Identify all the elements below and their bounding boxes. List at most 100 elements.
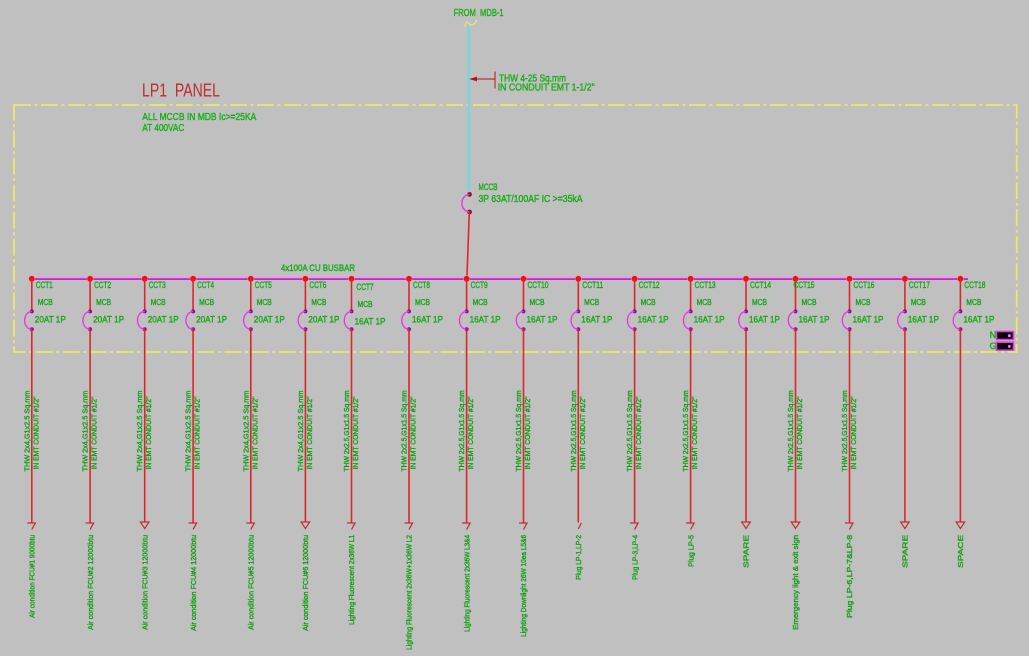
svg-text:16AT 1P: 16AT 1P bbox=[527, 315, 558, 325]
svg-text:THW 2x2.5,G1x1.5 Sq.mm: THW 2x2.5,G1x1.5 Sq.mm bbox=[342, 391, 351, 472]
svg-text:Lighting Fluorescent 2x36W L1: Lighting Fluorescent 2x36W L1 bbox=[347, 535, 356, 625]
svg-text:THW 2x4,G1x2.5 Sq.mm: THW 2x4,G1x2.5 Sq.mm bbox=[135, 391, 144, 472]
svg-text:LP1 PANEL: LP1 PANEL bbox=[142, 80, 220, 101]
svg-text:Plug LP-5: Plug LP-5 bbox=[686, 535, 695, 567]
svg-text:CCT18: CCT18 bbox=[964, 280, 985, 290]
svg-text:THW 2x2.5,G1x1.5 Sq.mm: THW 2x2.5,G1x1.5 Sq.mm bbox=[786, 391, 795, 472]
svg-text:CCT5: CCT5 bbox=[255, 280, 272, 290]
svg-text:SPARE: SPARE bbox=[742, 535, 751, 568]
svg-text:THW 2x2.5,G1x1.5 Sq.mm: THW 2x2.5,G1x1.5 Sq.mm bbox=[457, 391, 466, 472]
svg-text:IN EMT CONDUIT #1/2": IN EMT CONDUIT #1/2" bbox=[409, 396, 418, 469]
svg-text:MCB: MCB bbox=[96, 298, 111, 307]
svg-text:MCB: MCB bbox=[966, 298, 981, 307]
svg-text:CCT8: CCT8 bbox=[413, 280, 430, 290]
svg-text:IN EMT CONDUIT #1/2": IN EMT CONDUIT #1/2" bbox=[578, 396, 587, 469]
svg-text:3P 63AT/100AF IC >=35kA: 3P 63AT/100AF IC >=35kA bbox=[479, 194, 583, 205]
svg-text:IN EMT CONDUIT #1/2": IN EMT CONDUIT #1/2" bbox=[466, 396, 475, 469]
svg-text:16AT 1P: 16AT 1P bbox=[908, 315, 939, 325]
svg-text:IN EMT CONDUIT #1/2": IN EMT CONDUIT #1/2" bbox=[690, 396, 699, 469]
svg-text:16AT 1P: 16AT 1P bbox=[694, 315, 725, 325]
svg-text:20AT 1P: 20AT 1P bbox=[196, 315, 227, 325]
svg-text:N: N bbox=[990, 330, 997, 341]
svg-text:IN EMT CONDUIT #1/2": IN EMT CONDUIT #1/2" bbox=[90, 396, 99, 469]
svg-text:CCT6: CCT6 bbox=[309, 280, 326, 290]
svg-text:16AT 1P: 16AT 1P bbox=[853, 315, 884, 325]
svg-text:Plug LP-3,LP-4: Plug LP-3,LP-4 bbox=[630, 535, 639, 580]
svg-text:CCT14: CCT14 bbox=[750, 280, 771, 290]
svg-text:CCT12: CCT12 bbox=[639, 280, 660, 290]
svg-text:THW 2x4,G1x2.5 Sq.mm: THW 2x4,G1x2.5 Sq.mm bbox=[184, 391, 193, 472]
svg-text:MCB: MCB bbox=[473, 298, 488, 307]
svg-text:CCT1: CCT1 bbox=[36, 280, 53, 290]
svg-text:CCT9: CCT9 bbox=[471, 280, 488, 290]
svg-text:CCT7: CCT7 bbox=[357, 282, 374, 292]
svg-text:IN EMT CONDUIT #1/2": IN EMT CONDUIT #1/2" bbox=[795, 396, 804, 469]
svg-text:Plug LP-6,LP-7&LP-8: Plug LP-6,LP-7&LP-8 bbox=[845, 535, 854, 618]
svg-text:Lighting Downlight 26W 10ea L5: Lighting Downlight 26W 10ea L5&6 bbox=[519, 535, 528, 637]
svg-text:CCT10: CCT10 bbox=[528, 280, 549, 290]
svg-text:16AT 1P: 16AT 1P bbox=[581, 315, 612, 325]
svg-text:16AT 1P: 16AT 1P bbox=[638, 315, 669, 325]
svg-text:CCT2: CCT2 bbox=[94, 280, 111, 290]
svg-text:CCT15: CCT15 bbox=[794, 280, 815, 290]
svg-text:IN EMT CONDUIT #1/2": IN EMT CONDUIT #1/2" bbox=[634, 396, 643, 469]
svg-text:CCT17: CCT17 bbox=[909, 280, 930, 290]
svg-text:THW 2x2.5,G1x1.5 Sq.mm: THW 2x2.5,G1x1.5 Sq.mm bbox=[681, 391, 690, 472]
svg-text:IN EMT CONDUIT #1/2": IN EMT CONDUIT #1/2" bbox=[849, 396, 858, 469]
svg-text:MCB: MCB bbox=[802, 298, 817, 307]
svg-text:MCB: MCB bbox=[257, 298, 272, 307]
svg-text:FROM MDB-1: FROM MDB-1 bbox=[454, 7, 504, 19]
svg-text:MCB: MCB bbox=[311, 298, 326, 307]
svg-text:16AT 1P: 16AT 1P bbox=[412, 315, 443, 325]
svg-text:CCT16: CCT16 bbox=[854, 280, 875, 290]
svg-text:16AT 1P: 16AT 1P bbox=[749, 315, 780, 325]
svg-text:CCT11: CCT11 bbox=[582, 280, 603, 290]
svg-text:MCCB: MCCB bbox=[479, 182, 498, 193]
svg-text:THW 2x4,G1x2.5 Sq.mm: THW 2x4,G1x2.5 Sq.mm bbox=[81, 391, 90, 472]
svg-text:16AT 1P: 16AT 1P bbox=[799, 315, 830, 325]
svg-text:MCB: MCB bbox=[358, 300, 373, 309]
svg-text:20AT 1P: 20AT 1P bbox=[308, 315, 339, 325]
svg-text:Air condition FCU#2 12000btu: Air condition FCU#2 12000btu bbox=[86, 535, 95, 630]
svg-text:CCT4: CCT4 bbox=[197, 280, 214, 290]
svg-text:THW 2x2.5,G1x1.5 Sq.mm: THW 2x2.5,G1x1.5 Sq.mm bbox=[840, 391, 849, 472]
svg-text:Air condition FCU#3 12000btu: Air condition FCU#3 12000btu bbox=[140, 535, 149, 630]
svg-text:IN EMT CONDUIT #1/2": IN EMT CONDUIT #1/2" bbox=[305, 396, 314, 469]
svg-text:THW 2x4,G1x2.5 Sq.mm: THW 2x4,G1x2.5 Sq.mm bbox=[296, 391, 305, 472]
svg-text:MCB: MCB bbox=[584, 298, 599, 307]
svg-text:THW 2x4,G1x2.5 Sq.mm: THW 2x4,G1x2.5 Sq.mm bbox=[22, 391, 31, 472]
svg-text:Air condition FCU#6 12000btu: Air condition FCU#6 12000btu bbox=[301, 535, 310, 631]
svg-text:ALL MCCB IN MDB Ic>=25KA: ALL MCCB IN MDB Ic>=25KA bbox=[142, 111, 256, 123]
svg-text:THW 2x2.5,G1x1.5 Sq.mm: THW 2x2.5,G1x1.5 Sq.mm bbox=[400, 391, 409, 472]
svg-text:IN EMT CONDUIT #1/2": IN EMT CONDUIT #1/2" bbox=[250, 396, 259, 469]
svg-text:SPARE: SPARE bbox=[901, 535, 910, 568]
svg-text:Air condition FCU#4 12000btu: Air condition FCU#4 12000btu bbox=[189, 535, 198, 631]
svg-text:IN EMT CONDUIT #1/2": IN EMT CONDUIT #1/2" bbox=[31, 396, 40, 469]
svg-text:THW 4-25 Sq.mm: THW 4-25 Sq.mm bbox=[499, 74, 566, 85]
svg-text:MCB: MCB bbox=[911, 298, 926, 307]
svg-text:MCB: MCB bbox=[199, 298, 214, 307]
svg-text:MCB: MCB bbox=[415, 298, 430, 307]
svg-text:16AT 1P: 16AT 1P bbox=[963, 315, 994, 325]
svg-text:Lighting Fluorescent 2x36W L3&: Lighting Fluorescent 2x36W L3&4 bbox=[462, 535, 471, 632]
svg-text:MCB: MCB bbox=[38, 298, 53, 307]
svg-text:4x100A CU BUSBAR: 4x100A CU BUSBAR bbox=[281, 263, 355, 273]
svg-text:MCB: MCB bbox=[856, 298, 871, 307]
svg-text:THW 2x2.5,G1x1.5 Sq.mm: THW 2x2.5,G1x1.5 Sq.mm bbox=[625, 391, 634, 472]
svg-text:MCB: MCB bbox=[752, 298, 767, 307]
svg-text:MCB: MCB bbox=[641, 298, 656, 307]
svg-text:IN EMT CONDUIT #1/2": IN EMT CONDUIT #1/2" bbox=[351, 396, 360, 469]
svg-text:SPACE: SPACE bbox=[956, 535, 965, 568]
svg-text:CCT3: CCT3 bbox=[149, 280, 166, 290]
svg-text:16AT 1P: 16AT 1P bbox=[470, 315, 501, 325]
svg-text:20AT 1P: 20AT 1P bbox=[148, 315, 179, 325]
svg-text:THW 2x4,G1x2.5 Sq.mm: THW 2x4,G1x2.5 Sq.mm bbox=[241, 391, 250, 472]
svg-text:Plug LP-1,LP-2: Plug LP-1,LP-2 bbox=[574, 535, 583, 580]
svg-text:20AT 1P: 20AT 1P bbox=[93, 315, 124, 325]
svg-text:THW 2x2.5,G1x1.5 Sq.mm: THW 2x2.5,G1x1.5 Sq.mm bbox=[569, 391, 578, 472]
svg-text:MCB: MCB bbox=[697, 298, 712, 307]
svg-text:IN CONDUIT EMT 1-1/2": IN CONDUIT EMT 1-1/2" bbox=[498, 83, 595, 94]
svg-text:IN EMT CONDUIT #1/2": IN EMT CONDUIT #1/2" bbox=[144, 396, 153, 469]
svg-text:IN EMT CONDUIT #1/2": IN EMT CONDUIT #1/2" bbox=[523, 396, 532, 469]
svg-text:CCT13: CCT13 bbox=[695, 280, 716, 290]
